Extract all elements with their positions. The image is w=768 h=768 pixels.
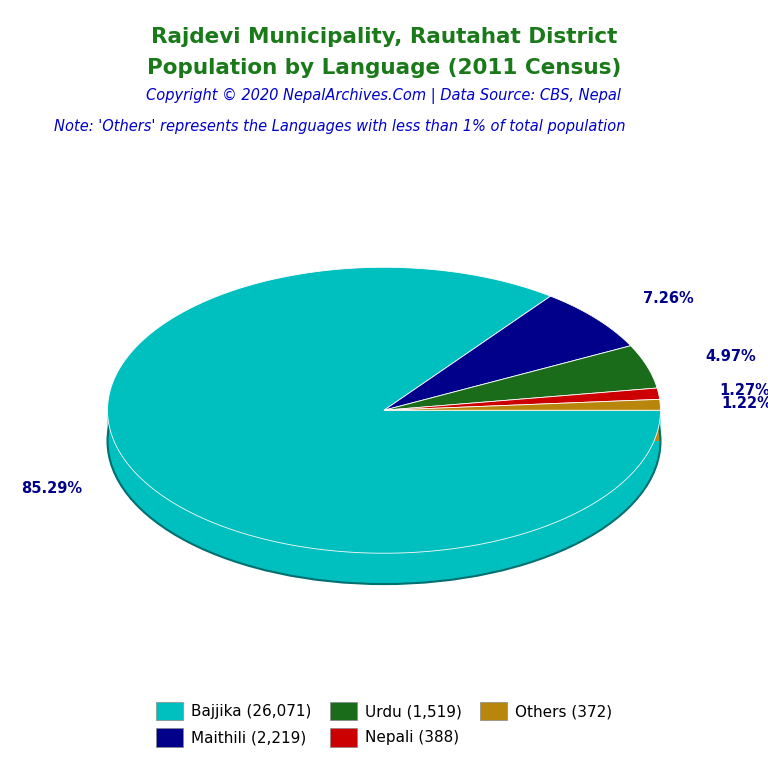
Polygon shape — [384, 346, 657, 410]
Text: 7.26%: 7.26% — [643, 291, 694, 306]
Text: Note: 'Others' represents the Languages with less than 1% of total population: Note: 'Others' represents the Languages … — [54, 119, 625, 134]
Polygon shape — [108, 267, 660, 553]
Ellipse shape — [108, 298, 660, 584]
Text: Rajdevi Municipality, Rautahat District: Rajdevi Municipality, Rautahat District — [151, 27, 617, 47]
Text: 1.27%: 1.27% — [719, 382, 768, 398]
Text: 4.97%: 4.97% — [705, 349, 756, 364]
Polygon shape — [384, 388, 660, 410]
Polygon shape — [108, 411, 660, 584]
Polygon shape — [384, 410, 660, 441]
Text: Copyright © 2020 NepalArchives.Com | Data Source: CBS, Nepal: Copyright © 2020 NepalArchives.Com | Dat… — [147, 88, 621, 104]
Text: 1.22%: 1.22% — [721, 396, 768, 411]
Text: 85.29%: 85.29% — [21, 481, 82, 495]
Polygon shape — [384, 399, 660, 410]
Text: Population by Language (2011 Census): Population by Language (2011 Census) — [147, 58, 621, 78]
Polygon shape — [384, 296, 631, 410]
Legend: Bajjika (26,071), Maithili (2,219), Urdu (1,519), Nepali (388), Others (372): Bajjika (26,071), Maithili (2,219), Urdu… — [150, 696, 618, 753]
